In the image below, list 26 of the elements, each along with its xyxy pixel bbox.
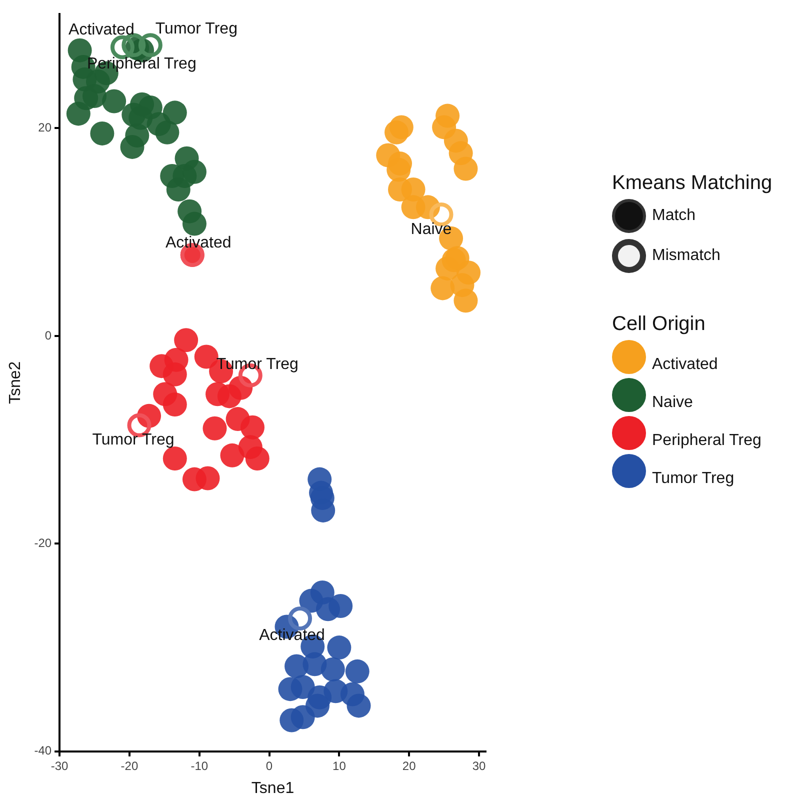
legend-label: Naive — [652, 393, 693, 412]
x-axis-title: Tsne1 — [251, 780, 294, 797]
legend-label: Peripheral Treg — [652, 431, 762, 450]
annotation: Tumor Treg — [216, 356, 298, 373]
legend-label: Tumor Treg — [652, 469, 734, 488]
x-tick-label: 20 — [402, 758, 416, 773]
legend-title: Cell Origin — [612, 313, 706, 336]
x-tick-label: -10 — [190, 758, 208, 773]
x-tick-label: -30 — [50, 758, 69, 773]
text: Mismatch — [652, 247, 720, 265]
annotation: Activated — [68, 22, 134, 39]
annotation: Activated — [165, 234, 232, 252]
x-tick-label: -20 — [120, 758, 138, 773]
text: Match — [652, 207, 696, 225]
x-tick-label: 10 — [332, 758, 346, 773]
legend-label: Activated — [652, 355, 718, 374]
y-tick-label: 0 — [44, 328, 52, 342]
annotation: Tumor Treg — [155, 20, 238, 38]
y-tick-label: -40 — [34, 744, 52, 758]
annotation: Tumor Treg — [92, 432, 174, 449]
text: Kmeans Matching — [612, 172, 772, 195]
x-tick-label: 30 — [472, 758, 486, 773]
y-axis-title: Tsne2 — [7, 361, 24, 404]
y-tick-label: 20 — [38, 120, 52, 135]
y-tick-label: -20 — [34, 536, 52, 550]
x-tick-label: 0 — [266, 758, 273, 773]
